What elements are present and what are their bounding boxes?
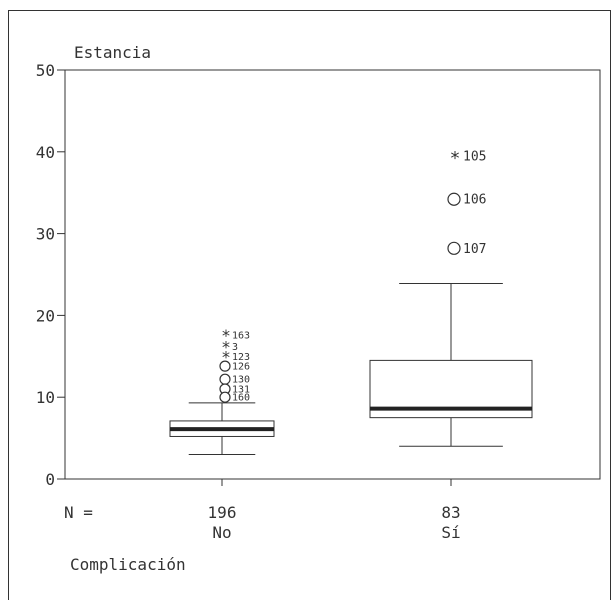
outlier-star-marker: * (222, 347, 230, 366)
n-label: N = (64, 503, 93, 522)
y-axis-title: Estancia (74, 43, 151, 62)
outlier-star-marker: * (222, 337, 230, 356)
chart-frame (8, 10, 611, 600)
y-tick-label: 0 (45, 470, 55, 489)
x-axis-title: Complicación (70, 555, 186, 574)
outlier-label: 160 (232, 393, 250, 404)
outlier-circle-marker (219, 391, 231, 403)
outlier-label: 126 (232, 362, 250, 373)
y-axis-ticks: 0 10 20 30 40 50 (36, 61, 65, 489)
outlier-label: 105 (463, 149, 486, 164)
y-tick-label: 50 (36, 61, 55, 80)
category-label: Sí (441, 523, 460, 542)
plot-area (64, 69, 601, 480)
n-count-label: 196 (208, 503, 237, 522)
y-tick-label: 30 (36, 225, 55, 244)
outlier-label: 107 (463, 242, 486, 257)
outlier-circle-marker (447, 192, 461, 206)
outlier-label: 131 (232, 385, 250, 396)
y-tick-label: 20 (36, 306, 55, 325)
outlier-label: 106 (463, 193, 486, 208)
outlier-label: 123 (232, 352, 250, 363)
outlier-star-marker: * (222, 326, 230, 345)
outlier-label: 130 (232, 375, 250, 386)
outlier-circle-marker (447, 241, 461, 255)
box-1: * 105 106 107 (369, 148, 533, 447)
outlier-label: 163 (232, 331, 250, 342)
outlier-circle-marker (219, 373, 231, 385)
outlier-label: 3 (232, 342, 238, 353)
y-tick-label: 40 (36, 143, 55, 162)
outlier-star-marker: * (451, 148, 460, 169)
category-label: No (212, 523, 231, 542)
outlier-circle-marker (219, 360, 231, 372)
y-tick-label: 10 (36, 388, 55, 407)
n-count-label: 83 (441, 503, 460, 522)
